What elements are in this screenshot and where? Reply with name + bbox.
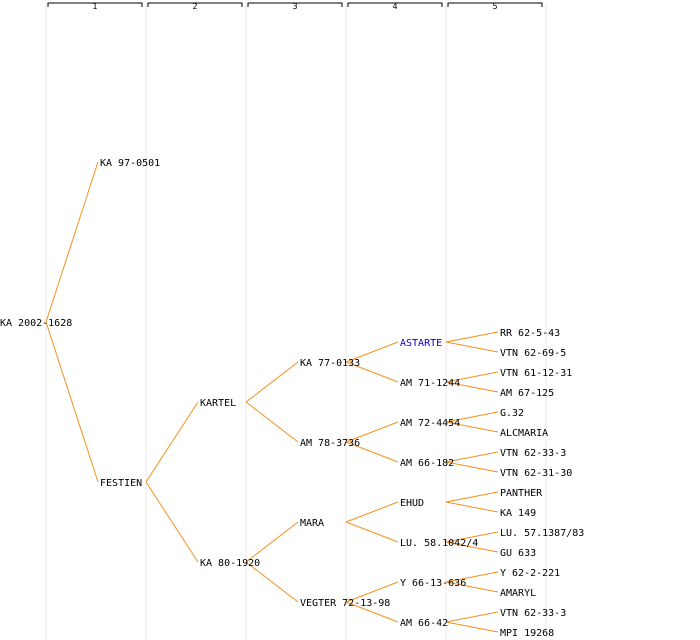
pedigree-node-g5-5: G.32	[500, 408, 524, 419]
pedigree-node-g5-8: VTN 62-31-30	[500, 468, 572, 479]
edge-g5-12	[445, 541, 499, 553]
pedigree-node-dam-d-d-s: Y 66-13-636	[400, 578, 466, 589]
pedigree-node-g5-4: AM 67-125	[500, 388, 554, 399]
pedigree-node-g5-16: MPI 19268	[500, 628, 554, 639]
pedigree-node-g5-3: VTN 61-12-31	[500, 368, 572, 379]
generation-label: 4	[392, 2, 397, 11]
edge-g5-16	[445, 621, 499, 633]
pedigree-node-dam-s-s-s: ASTARTE	[400, 338, 442, 349]
pedigree-node-g5-12: GU 633	[500, 548, 536, 559]
edge-g5-4	[445, 381, 499, 393]
pedigree-node-dam-s-d: AM 78-3736	[300, 438, 360, 449]
edge-dam-s-s-d	[345, 361, 399, 383]
edge-g5-13	[445, 571, 499, 583]
edge-dam-s-d-s	[345, 421, 399, 443]
edge-dam-s	[145, 401, 199, 483]
pedigree-node-g5-9: PANTHER	[500, 488, 543, 499]
pedigree-node-dam-d-d: VEGTER 72-13-98	[300, 598, 390, 609]
edge-g5-8	[445, 461, 499, 473]
edge-g5-2	[445, 341, 499, 353]
pedigree-edges	[45, 161, 499, 633]
edge-dam-d-d	[245, 561, 299, 603]
edge-dam-d-s-d	[345, 521, 399, 543]
edge-dam-d	[145, 481, 199, 563]
generation-bracket	[47, 2, 143, 7]
generation-bracket	[347, 2, 443, 7]
edge-dam	[45, 321, 99, 483]
pedigree-node-g5-7: VTN 62-33-3	[500, 448, 566, 459]
edge-g5-9	[445, 491, 499, 503]
generation-bracket	[147, 2, 243, 7]
edge-dam-d-d-d	[345, 601, 399, 623]
edge-g5-10	[445, 501, 499, 513]
pedigree-node-dam: FESTIEN	[100, 478, 142, 489]
pedigree-node-sire: KA 97-0501	[100, 158, 160, 169]
generation-bracket	[247, 2, 343, 7]
edge-g5-1	[445, 331, 499, 343]
pedigree-node-dam-d-s-s: EHUD	[400, 498, 424, 509]
pedigree-node-dam-s-d-d: AM 66-182	[400, 458, 454, 469]
pedigree-node-g5-2: VTN 62-69-5	[500, 348, 566, 359]
generation-label: 3	[292, 2, 297, 11]
edge-dam-d-d-s	[345, 581, 399, 603]
edge-g5-6	[445, 421, 499, 433]
edge-sire	[45, 161, 99, 323]
edge-dam-d-s-s	[345, 501, 399, 523]
edge-g5-7	[445, 451, 499, 463]
pedigree-node-g5-1: RR 62-5-43	[500, 328, 560, 339]
pedigree-node-root: KA 2002-1628	[0, 318, 72, 329]
generation-columns: 1 2 3 4 5	[45, 2, 547, 640]
pedigree-node-g5-11: LU. 57.1387/83	[500, 528, 584, 539]
edge-dam-d-s	[245, 521, 299, 563]
pedigree-node-dam-s: KARTEL	[200, 398, 236, 409]
edge-g5-14	[445, 581, 499, 593]
edge-g5-15	[445, 611, 499, 623]
pedigree-node-g5-6: ALCMARIA	[500, 428, 548, 439]
pedigree-node-dam-d-d-d: AM 66-42	[400, 618, 448, 629]
pedigree-nodes: KA 2002-1628 KA 97-0501 FESTIEN KARTEL KA 77…	[0, 158, 584, 639]
pedigree-node-g5-15: VTN 62-33-3	[500, 608, 566, 619]
edge-g5-3	[445, 371, 499, 383]
pedigree-node-dam-d-s-d: LU. 58.1042/4	[400, 538, 478, 549]
generation-bracket	[447, 2, 543, 7]
pedigree-node-g5-10: KA 149	[500, 508, 536, 519]
generation-label: 1	[92, 2, 97, 11]
pedigree-node-g5-13: Y 62-2-221	[500, 568, 560, 579]
pedigree-node-dam-s-s: KA 77-0133	[300, 358, 360, 369]
pedigree-node-g5-14: AMARYL	[500, 588, 536, 599]
edge-g5-11	[445, 531, 499, 543]
pedigree-node-dam-s-d-s: AM 72-4454	[400, 418, 460, 429]
pedigree-node-dam-d-s: MARA	[300, 518, 324, 529]
edge-g5-5	[445, 411, 499, 423]
edge-dam-s-d-d	[345, 441, 399, 463]
edge-dam-s-s-s	[345, 341, 399, 363]
pedigree-node-dam-s-s-d: AM 71-1244	[400, 378, 460, 389]
generation-label: 2	[192, 2, 197, 11]
edge-dam-s-s	[245, 361, 299, 403]
edge-dam-s-d	[245, 401, 299, 443]
generation-label: 5	[492, 2, 497, 11]
pedigree-node-dam-d: KA 80-1920	[200, 558, 260, 569]
